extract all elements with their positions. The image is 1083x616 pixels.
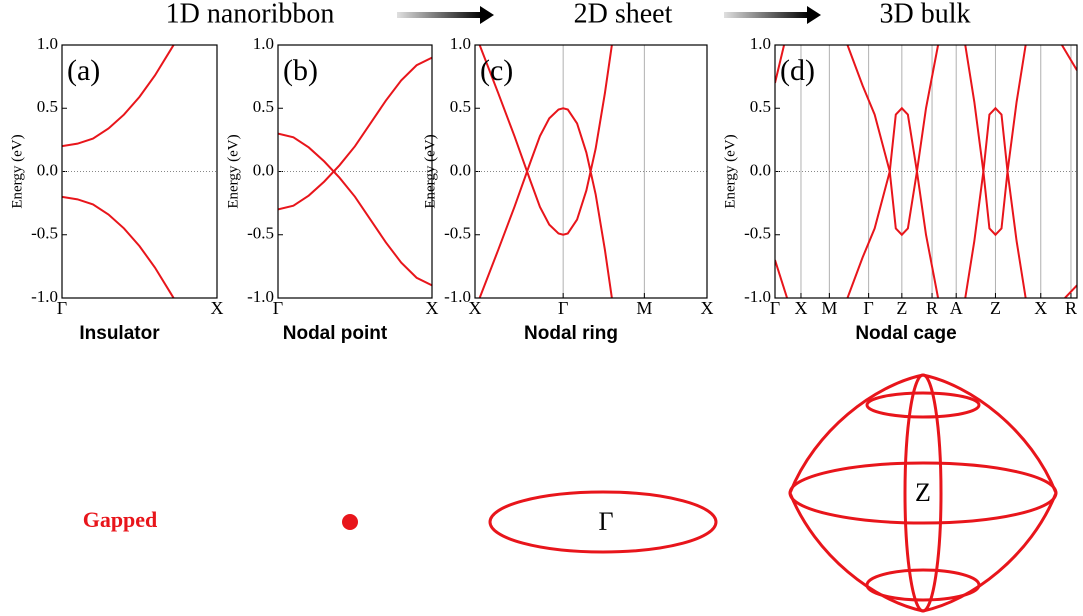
plot-area xyxy=(775,45,1077,298)
band-line xyxy=(1061,45,1077,71)
band-line xyxy=(278,56,432,211)
x-tick-label: X xyxy=(426,298,439,318)
header-2d: 2D sheet xyxy=(574,0,673,29)
y-axis-label: Energy (eV) xyxy=(225,134,241,208)
band-panel: X Γ M X-1.0-0.50.00.51.0(c)Energy (eV)Nodal… xyxy=(422,34,713,344)
x-tick-label: X xyxy=(211,298,224,318)
panel-caption: Nodal ring xyxy=(524,323,618,344)
y-tick-label: -1.0 xyxy=(247,287,274,306)
x-tick-label: Γ xyxy=(273,298,283,318)
plot-area xyxy=(278,56,432,287)
band-line xyxy=(278,132,432,287)
x-tick-label: Γ xyxy=(558,298,568,318)
band-panel: Γ X -1.0 -0.5 0.0 0.5 1.0 (b) Energy (eV) Nodal p… xyxy=(225,34,438,344)
band-line xyxy=(62,195,175,298)
y-tick-label: 0.5 xyxy=(253,97,274,116)
y-tick-label: -0.5 xyxy=(744,224,771,243)
panel-caption: Insulator xyxy=(79,323,160,344)
x-tick-label: Γ xyxy=(863,298,873,318)
y-axis-label: Energy (eV) xyxy=(422,134,438,208)
y-tick-label: 0.0 xyxy=(450,160,471,179)
y-tick-label: -1.0 xyxy=(444,287,471,306)
x-tick-label: R xyxy=(1065,298,1077,318)
nodal-cage xyxy=(788,373,1058,613)
y-tick-label: 1.0 xyxy=(253,34,274,53)
plot-frame xyxy=(61,44,218,299)
y-tick-label: 1.0 xyxy=(37,34,58,53)
band-panel: Γ X M Γ Z R A Z X R-1.0-0.50.00.51.0(d)Energy (eV… xyxy=(722,34,1078,344)
nodal-point xyxy=(342,514,358,530)
y-tick-label: 1.0 xyxy=(450,34,471,53)
y-tick-label: -0.5 xyxy=(247,224,274,243)
band-line xyxy=(964,45,1027,237)
y-tick-label: 0.5 xyxy=(37,97,58,116)
nodal-ring xyxy=(488,490,718,554)
plot-frame xyxy=(277,44,433,299)
x-tick-label: R xyxy=(926,298,938,318)
band-line xyxy=(62,45,175,148)
band-line xyxy=(478,107,613,298)
header-1d: 1D nanoribbon xyxy=(166,0,335,29)
panel-caption: Nodal cage xyxy=(855,323,956,344)
y-tick-label: -1.0 xyxy=(744,287,771,306)
y-tick-label: -0.5 xyxy=(31,224,58,243)
plot-area xyxy=(62,45,175,298)
ring-label: Γ xyxy=(598,507,613,536)
x-tick-label: M xyxy=(636,298,652,318)
plot-frame xyxy=(774,44,1078,299)
band-line xyxy=(1064,284,1077,298)
y-tick-label: 0.0 xyxy=(253,160,274,179)
band-line xyxy=(964,106,1027,298)
cage-label: Z xyxy=(915,478,931,507)
panel-label: (b) xyxy=(283,54,318,87)
band-panel: Γ X -1.0 -0.5 0.0 0.5 1.0 (a) Energy (eV) Insulat… xyxy=(9,34,223,344)
panel-label: (a) xyxy=(67,54,100,87)
x-tick-label: X xyxy=(794,298,807,318)
panel-label: (d) xyxy=(780,54,815,87)
band-line xyxy=(846,45,940,237)
x-tick-label: X xyxy=(701,298,714,318)
band-line xyxy=(775,45,786,84)
y-axis-label: Energy (eV) xyxy=(722,134,738,208)
band-line xyxy=(478,45,613,236)
plot-area xyxy=(478,45,613,298)
x-tick-label: M xyxy=(821,298,837,318)
y-tick-label: -1.0 xyxy=(31,287,58,306)
x-tick-label: A xyxy=(950,298,963,318)
panel-caption: Nodal point xyxy=(283,323,388,344)
y-tick-label: 0.0 xyxy=(750,160,771,179)
band-line xyxy=(846,106,940,298)
y-tick-label: 0.0 xyxy=(37,160,58,179)
y-tick-label: 0.5 xyxy=(450,97,471,116)
gapped-label: Gapped xyxy=(83,507,158,532)
x-tick-label: Γ xyxy=(770,298,780,318)
x-tick-label: X xyxy=(469,298,482,318)
x-tick-label: X xyxy=(1034,298,1047,318)
plot-frame xyxy=(474,44,708,299)
panel-label: (c) xyxy=(480,54,513,87)
band-line xyxy=(775,259,789,298)
x-tick-label: Z xyxy=(896,298,907,318)
y-axis-label: Energy (eV) xyxy=(9,134,25,208)
x-tick-label: Z xyxy=(990,298,1001,318)
arrow xyxy=(397,6,494,24)
arrow xyxy=(724,6,821,24)
x-tick-label: Γ xyxy=(57,298,67,318)
y-tick-label: 1.0 xyxy=(750,34,771,53)
y-tick-label: 0.5 xyxy=(750,97,771,116)
y-tick-label: -0.5 xyxy=(444,224,471,243)
header-3d: 3D bulk xyxy=(880,0,971,29)
